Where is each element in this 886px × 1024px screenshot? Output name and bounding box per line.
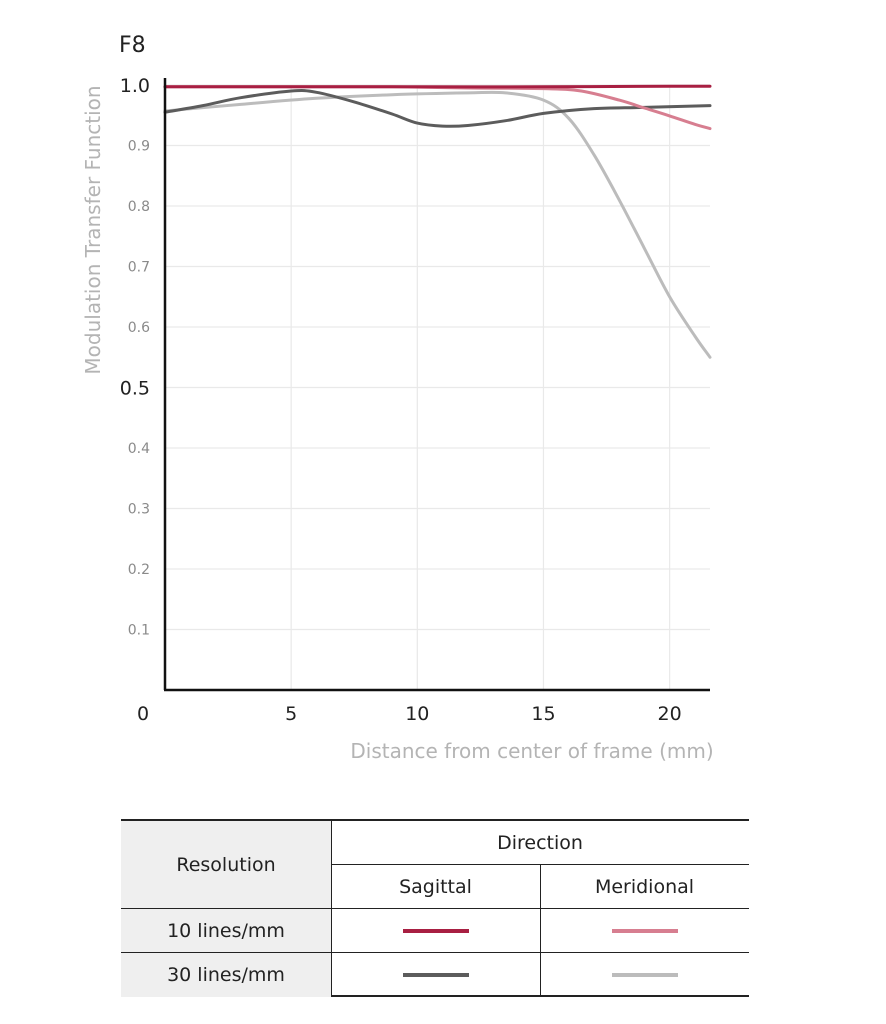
row-10-meridional-cell [540,909,749,952]
x-tick-label: 0 [137,703,149,725]
y-tick-label: 0.7 [128,260,150,276]
x-axis-title: Distance from center of frame (mm) [350,739,713,763]
legend-swatch-30-meridional [611,973,678,977]
series-line-30-sagittal [163,89,712,128]
series-lines [163,84,712,359]
legend-swatch-30-sagittal [402,973,469,977]
legend-table: Resolution Direction Sagittal Meridional… [121,819,749,997]
divider [331,864,749,865]
y-tick-label: 0.1 [128,623,150,639]
y-tick-label: 0.3 [128,502,150,518]
divider [540,865,541,997]
x-tick-label: 20 [658,703,682,725]
y-tick-label: 0.4 [128,441,150,457]
axes [163,78,710,692]
row-30-sagittal-cell [331,953,540,997]
legend-swatch-10-sagittal [402,928,469,933]
x-tick-label: 10 [405,703,429,725]
y-axis-title: Modulation Transfer Function [81,85,105,374]
chart-title: F8 [119,33,146,58]
divider [331,821,332,997]
y-tick-label: 0.9 [128,139,150,155]
x-tick-label: 5 [285,703,297,725]
y-tick-label: 0.5 [120,378,150,400]
series-line-30-meridional [163,90,712,359]
row-30-label: 30 lines/mm [121,953,331,997]
tick-labels: 1.0 0.5 0.9 0.8 0.7 0.6 0.4 0.3 0.2 0.1 0 5 10 15 20 [120,75,682,725]
sagittal-header: Sagittal [399,876,472,898]
direction-header: Direction [497,831,583,854]
divider [121,952,749,953]
legend-swatch-10-meridional [611,928,678,933]
row-10-label: 10 lines/mm [121,909,331,952]
grid [165,84,710,690]
y-tick-label: 0.2 [128,562,150,578]
y-tick-label: 0.8 [128,199,150,215]
series-line-10-sagittal [163,84,712,89]
row-30-meridional-cell [540,953,749,997]
meridional-header: Meridional [594,876,695,898]
mtf-chart: F8 Modulation Transfer Function Distance… [81,33,714,763]
y-tick-label: 0.6 [128,320,150,336]
y-tick-label: 1.0 [120,75,150,97]
x-tick-label: 15 [531,703,555,725]
row-10-sagittal-cell [331,909,540,952]
resolution-header: Resolution [121,821,331,908]
divider [121,908,749,909]
